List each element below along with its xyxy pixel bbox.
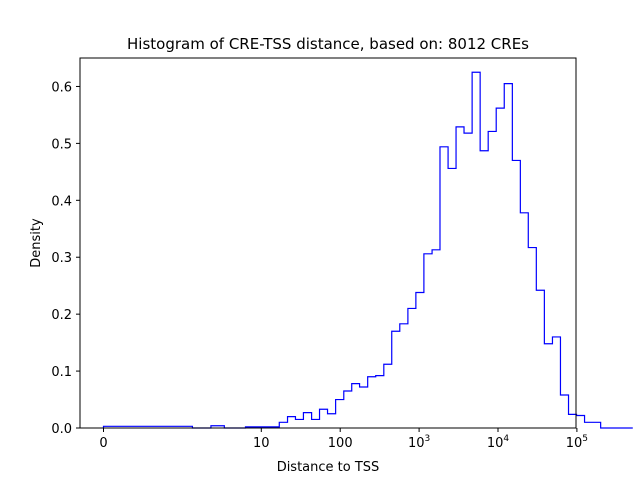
y-tick-label: 0.6 [51, 80, 72, 95]
x-axis-title: Distance to TSS [277, 460, 380, 475]
y-tick-label: 0.5 [51, 137, 72, 152]
chart-title: Histogram of CRE-TSS distance, based on:… [127, 35, 529, 53]
x-tick-exponent: 5 [582, 434, 588, 444]
x-tick-label: 10 [253, 436, 270, 451]
y-tick-label: 0.2 [51, 308, 72, 323]
x-tick-label: 0 [99, 436, 107, 451]
x-tick-exponent: 3 [425, 434, 431, 444]
x-tick-label: 100 [328, 436, 353, 451]
y-tick-label: 0.1 [51, 365, 72, 380]
y-axis-title: Density [29, 218, 44, 268]
y-tick-label: 0.0 [51, 422, 72, 437]
y-tick-label: 0.3 [51, 251, 72, 266]
y-tick-label: 0.4 [51, 194, 72, 209]
x-tick-exponent: 4 [503, 434, 509, 444]
